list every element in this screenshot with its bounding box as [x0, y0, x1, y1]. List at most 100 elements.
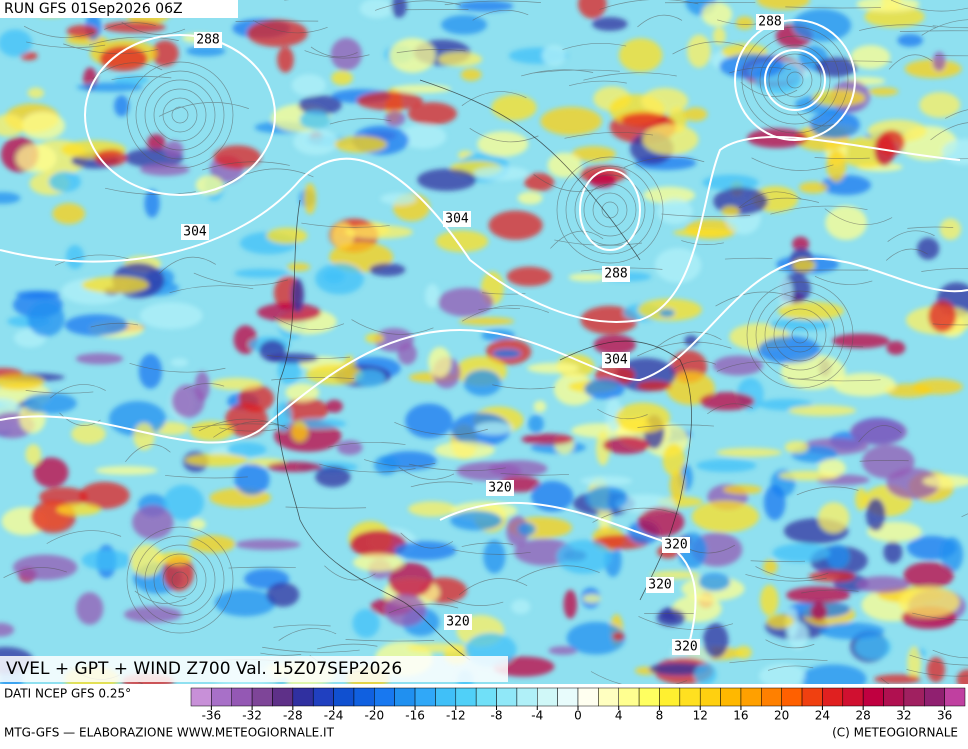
vvel-cell: [417, 169, 476, 191]
vvel-cell: [185, 454, 248, 467]
vvel-cell: [638, 507, 684, 536]
vvel-cell: [441, 15, 487, 35]
vvel-cell: [140, 302, 203, 329]
vvel-cell: [49, 171, 81, 192]
vvel-cell: [917, 238, 939, 260]
colorbar-tick-label: 32: [896, 709, 911, 723]
vvel-cell: [855, 488, 867, 511]
vvel-cell: [540, 107, 601, 135]
vvel-cell: [785, 441, 809, 453]
colorbar-swatch: [211, 688, 231, 706]
colorbar-swatch: [354, 688, 374, 706]
colorbar-swatch: [863, 688, 883, 706]
vvel-cell: [764, 485, 786, 520]
colorbar-swatch: [578, 688, 598, 706]
vvel-cell: [528, 415, 544, 433]
vvel-cell: [266, 228, 307, 244]
vvel-cell: [659, 309, 675, 318]
vvel-cell: [331, 71, 353, 86]
vvel-cell: [461, 69, 482, 81]
vvel-cell: [586, 486, 628, 510]
vvel-cell: [354, 369, 385, 386]
vvel-cell: [398, 343, 417, 365]
colorbar-swatch: [232, 688, 252, 706]
vvel-cell: [438, 288, 493, 317]
copyright-label: (C) METEOGIORNALE: [832, 726, 958, 740]
contour-label: 320: [488, 481, 511, 496]
vvel-cell: [621, 113, 668, 127]
vvel-cell: [825, 206, 867, 240]
vvel-cell: [612, 632, 624, 641]
vvel-cell: [28, 301, 65, 336]
credit-label: MTG-GFS — ELABORAZIONE WWW.METEOGIORNALE…: [4, 726, 335, 740]
contour-label: 320: [664, 538, 687, 553]
vvel-cell: [850, 418, 907, 445]
vvel-cell: [380, 193, 416, 205]
vvel-cell: [603, 436, 649, 454]
contour-label: 288: [758, 15, 781, 30]
vvel-cell: [684, 107, 708, 121]
vvel-cell: [334, 136, 386, 153]
colorbar-tick-label: -32: [242, 709, 262, 723]
colorbar-tick-label: 4: [615, 709, 623, 723]
vvel-cell: [758, 336, 820, 363]
vvel-cell: [357, 92, 423, 111]
vvel-cell: [304, 183, 316, 214]
colorbar-tick-label: 8: [656, 709, 664, 723]
colorbar-swatch: [313, 688, 333, 706]
vvel-cell: [21, 112, 65, 140]
vvel-cell: [267, 462, 322, 472]
vvel-cell: [696, 459, 756, 472]
vvel-cell: [702, 2, 732, 26]
vvel-cell: [511, 600, 530, 615]
vvel-cell: [713, 356, 763, 376]
colorbar-swatch: [822, 688, 842, 706]
vvel-cell: [655, 248, 701, 283]
vvel-cell: [521, 434, 574, 445]
vvel-cell: [56, 504, 100, 516]
colorbar-swatch: [802, 688, 822, 706]
vvel-cell: [524, 173, 554, 191]
vvel-cell: [851, 45, 891, 69]
colorbar-tick-label: -16: [405, 709, 425, 723]
colorbar-swatch: [415, 688, 435, 706]
vvel-cell: [235, 539, 300, 550]
vvel-cell: [700, 392, 755, 410]
vvel-cell: [874, 674, 921, 684]
vvel-cell: [760, 585, 778, 616]
contour-label: 320: [674, 640, 697, 655]
colorbar-swatch: [619, 688, 639, 706]
vvel-cell: [703, 623, 728, 658]
vvel-cell: [292, 74, 326, 96]
colorbar-swatch: [191, 688, 211, 706]
vvel-cell: [172, 384, 205, 417]
colorbar-tick-label: -8: [491, 709, 503, 723]
vvel-cell: [352, 609, 379, 638]
vvel-cell: [856, 576, 909, 593]
colorbar-tick-label: 12: [693, 709, 708, 723]
vvel-cell: [818, 502, 849, 533]
vvel-cell: [215, 589, 276, 616]
vvel-cell: [778, 302, 844, 320]
vvel-cell: [907, 646, 921, 680]
colorbar-swatch: [924, 688, 944, 706]
vvel-cell: [933, 52, 946, 72]
vvel-cell: [267, 583, 300, 607]
vvel-cell: [772, 544, 830, 563]
colorbar-tick-label: 36: [937, 709, 952, 723]
vvel-cell: [394, 541, 456, 560]
map-title: VVEL + GPT + WIND Z700 Val. 15Z07SEP2026: [6, 659, 402, 679]
vvel-cell: [673, 228, 733, 236]
vvel-cell: [385, 111, 405, 126]
colorbar-swatch: [456, 688, 476, 706]
vvel-cell: [698, 573, 730, 591]
vvel-cell: [25, 444, 41, 465]
vvel-cell: [766, 614, 794, 628]
vvel-cell: [71, 423, 106, 444]
vvel-cell: [65, 314, 129, 336]
vvel-cell: [616, 403, 670, 434]
vvel-cell: [247, 20, 308, 47]
vvel-cell: [637, 381, 671, 391]
